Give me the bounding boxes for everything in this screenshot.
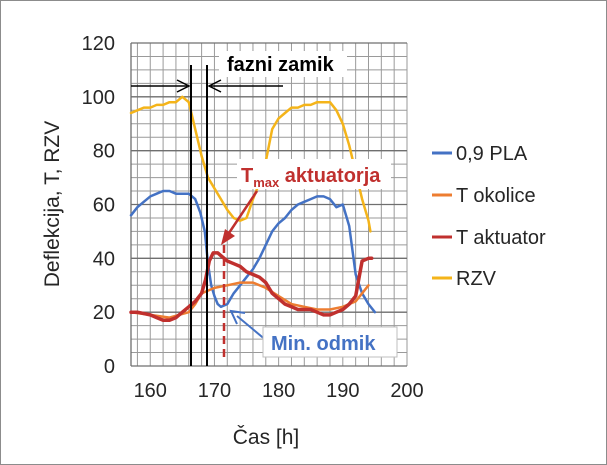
y-tick-label: 80 bbox=[93, 141, 115, 163]
series-lines bbox=[129, 95, 377, 322]
tick-labels: 0 20 40 60 80 100 120 160 170 180 190 200 bbox=[82, 33, 424, 402]
tmax-label-sub: max bbox=[253, 175, 280, 190]
min-offset-arrowhead bbox=[229, 309, 246, 325]
y-tick-label: 120 bbox=[82, 33, 115, 55]
x-tick-label: 170 bbox=[198, 380, 231, 402]
legend-label: T aktuator bbox=[456, 227, 546, 249]
tmax-label-rest: aktuatorja bbox=[279, 165, 381, 187]
tmax-arrowhead bbox=[221, 229, 235, 245]
y-tick-label: 40 bbox=[93, 248, 115, 270]
min-offset-label: Min. odmik bbox=[271, 333, 376, 355]
phase-label-bg bbox=[219, 51, 347, 77]
min-offset-arrow bbox=[236, 315, 268, 342]
x-axis-title: Čas [h] bbox=[233, 426, 300, 449]
y-tick-label: 0 bbox=[104, 356, 115, 378]
y-axis-title: Deflekcija, T, RZV bbox=[41, 121, 64, 288]
x-tick-label: 160 bbox=[134, 380, 167, 402]
tmax-label: Tmax aktuatorja bbox=[241, 165, 381, 190]
legend-label: 0,9 PLA bbox=[456, 143, 528, 165]
x-tick-label: 190 bbox=[326, 380, 359, 402]
tmax-label-main: T bbox=[241, 165, 253, 187]
tmax-label-bg bbox=[237, 159, 391, 189]
y-tick-label: 100 bbox=[82, 87, 115, 109]
y-tick-label: 20 bbox=[93, 302, 115, 324]
phase-arrowhead-right bbox=[207, 79, 222, 93]
legend-label: T okolice bbox=[456, 185, 536, 207]
x-tick-label: 180 bbox=[262, 380, 295, 402]
phase-shift-annotation: fazni zamik bbox=[131, 51, 347, 366]
phase-arrowhead-left bbox=[176, 79, 191, 93]
phase-shift-label: fazni zamik bbox=[227, 54, 335, 76]
tmax-annotation: Tmax aktuatorja bbox=[221, 159, 391, 361]
min-offset-label-bg bbox=[262, 326, 398, 358]
min-offset-annotation: Min. odmik bbox=[229, 309, 398, 358]
legend-label: RZV bbox=[456, 268, 497, 290]
series-line-0-9-pla bbox=[129, 189, 377, 314]
series-line-t-aktuator bbox=[129, 251, 374, 322]
y-tick-label: 60 bbox=[93, 195, 115, 217]
series-line-t-okolice bbox=[129, 281, 370, 319]
tmax-arrow bbox=[225, 190, 259, 237]
legend: 0,9 PLA T okolice T aktuator RZV bbox=[432, 143, 546, 290]
x-tick-label: 200 bbox=[390, 380, 423, 402]
